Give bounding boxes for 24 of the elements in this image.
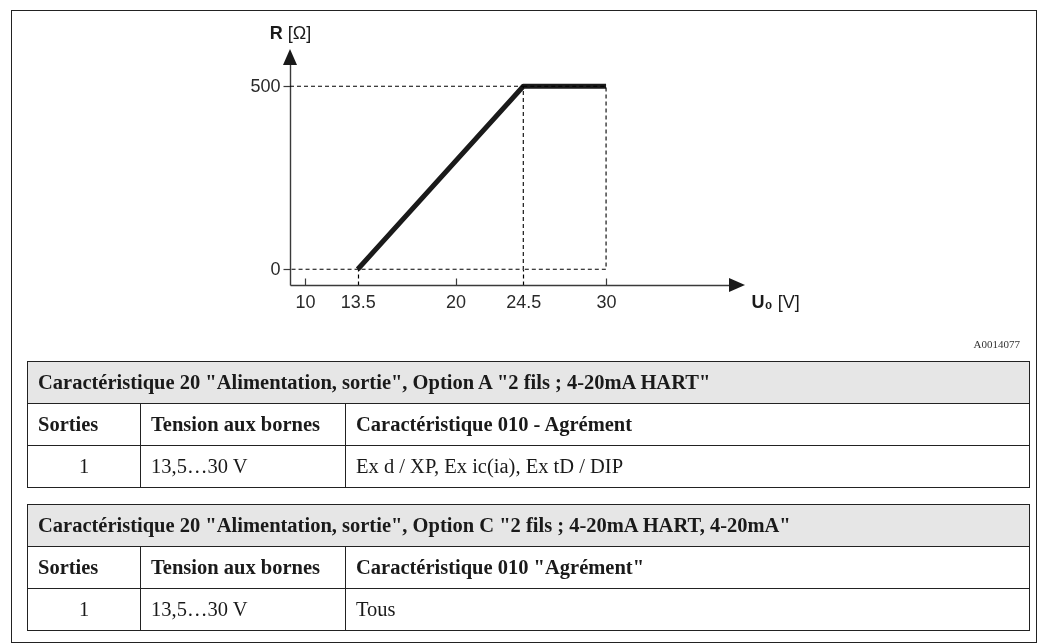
x-tick-label: 13.5 bbox=[340, 291, 376, 312]
text: Caractéristique 20 "Alimentation, sortie", Option C "2 fils ; 4-20mA HART, 4-20mA" bbox=[27, 504, 1030, 547]
x-tick-label: 10 bbox=[295, 291, 316, 312]
x-tick-label: 20 bbox=[446, 291, 467, 312]
text: Caractéristique 010 "Agrément" bbox=[345, 546, 1030, 589]
text: 13,5…30 V bbox=[140, 445, 346, 488]
text: Tous bbox=[345, 588, 1030, 631]
text: Sorties bbox=[27, 546, 141, 589]
y-tick-label: 500 bbox=[250, 75, 281, 96]
y-axis-title: R [Ω] bbox=[269, 22, 312, 43]
text: Caractéristique 010 - Agrément bbox=[345, 403, 1030, 446]
text: 1 bbox=[27, 588, 141, 631]
text: Ex d / XP, Ex ic(ia), Ex tD / DIP bbox=[345, 445, 1030, 488]
text: Tension aux bornes bbox=[140, 403, 346, 446]
text: A0014077 bbox=[973, 338, 1020, 350]
text: Sorties bbox=[27, 403, 141, 446]
x-tick-label: 30 bbox=[596, 291, 617, 312]
text: 13,5…30 V bbox=[140, 588, 346, 631]
text: 1 bbox=[27, 445, 141, 488]
y-tick-label: 0 bbox=[270, 258, 281, 279]
x-axis-title: U₀ [V] bbox=[751, 291, 800, 312]
x-tick-label: 24.5 bbox=[506, 291, 542, 312]
text: Caractéristique 20 "Alimentation, sortie", Option A "2 fils ; 4-20mA HART" bbox=[27, 361, 1030, 404]
text: Tension aux bornes bbox=[140, 546, 346, 589]
